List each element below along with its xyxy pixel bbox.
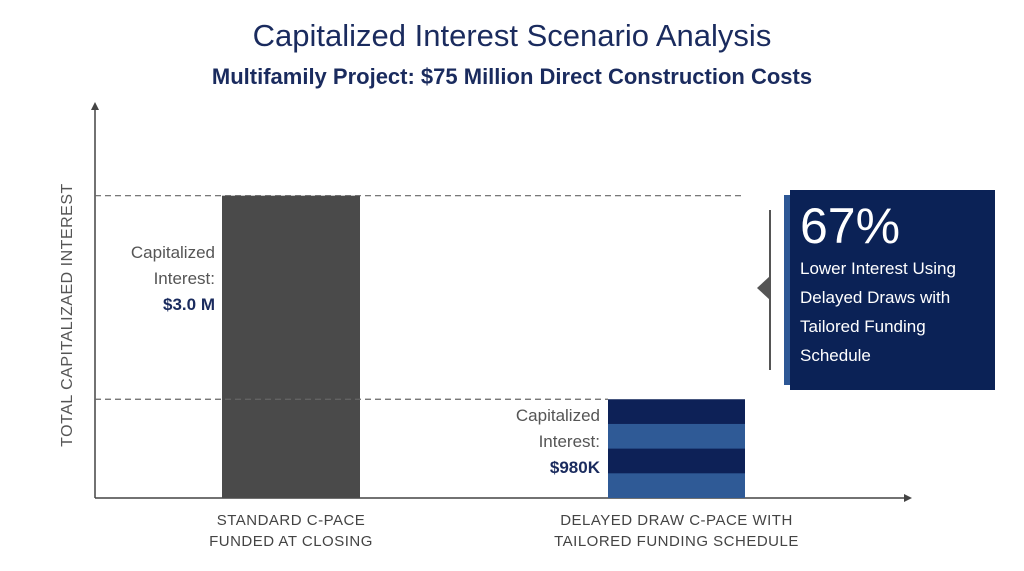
value-label: $3.0 M xyxy=(163,294,215,314)
callout-text: Lower Interest Using Delayed Draws with … xyxy=(800,259,956,365)
chart-subtitle: Multifamily Project: $75 Million Direct … xyxy=(211,64,813,89)
bar-stripe xyxy=(608,423,745,449)
callout-title: 67% xyxy=(800,198,901,254)
y-axis-arrow xyxy=(91,102,99,110)
callout-accent xyxy=(784,195,790,385)
x-tick-label: DELAYED DRAW C-PACE WITH TAILORED FUNDIN… xyxy=(554,512,799,550)
x-axis-arrow xyxy=(904,494,912,502)
chart-title: Capitalized Interest Scenario Analysis xyxy=(252,18,772,53)
bar-label: Capitalized Interest: $3.0 M xyxy=(55,240,215,318)
y-axis-title: TOTAL CAPITALIZAED INTEREST xyxy=(59,183,76,447)
bar-label-text: Capitalized Interest: xyxy=(515,406,600,452)
x-tick-label: STANDARD C-PACE FUNDED AT CLOSING xyxy=(209,512,373,550)
bracket-pointer xyxy=(757,276,770,300)
callout: 67% Lower Interest Using Delayed Draws w… xyxy=(790,190,995,390)
bar-label: Capitalized Interest: $980K xyxy=(440,403,600,481)
bar-stripe xyxy=(608,473,745,498)
bar xyxy=(222,195,360,498)
value-label: $980K xyxy=(549,458,600,478)
bar-label-text: Capitalized Interest: xyxy=(130,242,215,288)
